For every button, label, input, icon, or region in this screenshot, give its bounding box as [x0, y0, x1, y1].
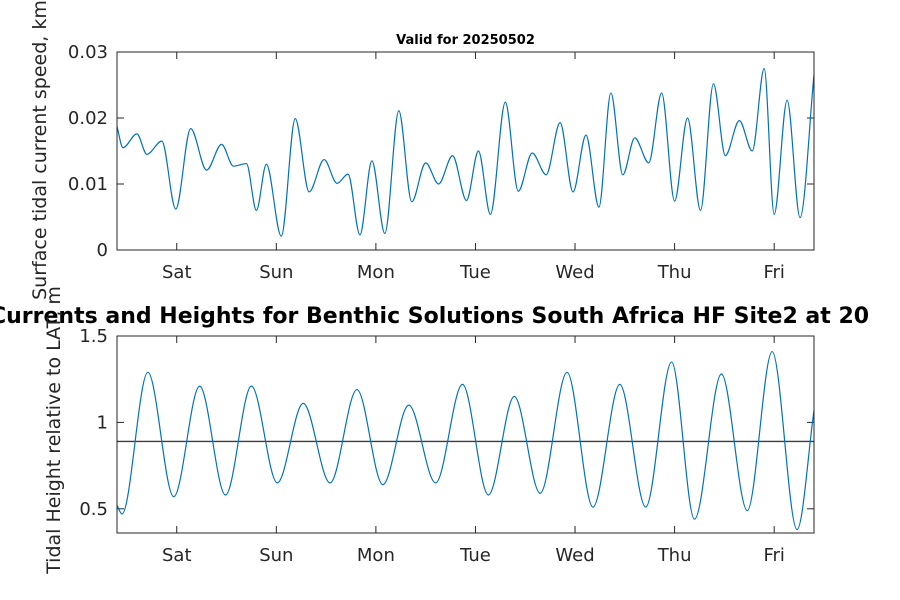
xtick-label: Tue: [459, 545, 491, 566]
xtick-label: Sun: [259, 545, 293, 566]
xtick-label: Mon: [357, 545, 395, 566]
tidal-height-xtick-labels: Sat Sun Mon Tue Wed Thu Fri: [162, 545, 785, 566]
xtick-label: Fri: [763, 262, 784, 283]
ytick-label: 0.5: [79, 499, 108, 520]
tidal-height-axes-background: [117, 336, 814, 533]
figure-main-title: Currents and Heights for Benthic Solutio…: [0, 304, 869, 329]
current-speed-ticks: [117, 51, 814, 251]
current-speed-ytick-labels: 0 0.01 0.02 0.03: [68, 42, 108, 261]
xtick-label: Wed: [555, 262, 594, 283]
xtick-label: Wed: [555, 545, 594, 566]
xtick-label: Mon: [357, 262, 395, 283]
tidal-height-ylabel: Tidal Height relative to LAT, m: [43, 286, 65, 575]
ytick-label: 1: [97, 412, 108, 433]
tidal-height-axes-frame: [116, 335, 815, 534]
ytick-label: 0: [97, 240, 108, 261]
xtick-label: Sat: [162, 262, 192, 283]
current-speed-axes-background: [117, 52, 814, 250]
tidal-height-plot: 0.5 1 1.5 Sat Sun Mon Tue Wed Thu Fri: [79, 326, 815, 566]
tidal-height-series-line: [116, 350, 815, 531]
ytick-label: 0.02: [68, 108, 108, 129]
xtick-label: Fri: [763, 545, 784, 566]
current-speed-series-line: [116, 67, 815, 237]
current-speed-plot: Valid for 20250502 0 0.01 0.02 0.03 Sat Sun M…: [68, 33, 815, 283]
ytick-label: 0.01: [68, 174, 108, 195]
current-speed-ylabel: Surface tidal current speed, km: [29, 0, 51, 300]
xtick-label: Sat: [162, 545, 192, 566]
xtick-label: Tue: [459, 262, 491, 283]
ytick-label: 1.5: [79, 326, 108, 347]
xtick-label: Thu: [657, 262, 692, 283]
current-speed-axes-frame: [116, 51, 815, 251]
current-speed-title: Valid for 20250502: [396, 33, 535, 48]
ytick-label: 0.03: [68, 42, 108, 63]
current-speed-xtick-labels: Sat Sun Mon Tue Wed Thu Fri: [162, 262, 785, 283]
tidal-height-ytick-labels: 0.5 1 1.5: [79, 326, 108, 520]
xtick-label: Sun: [259, 262, 293, 283]
xtick-label: Thu: [657, 545, 692, 566]
